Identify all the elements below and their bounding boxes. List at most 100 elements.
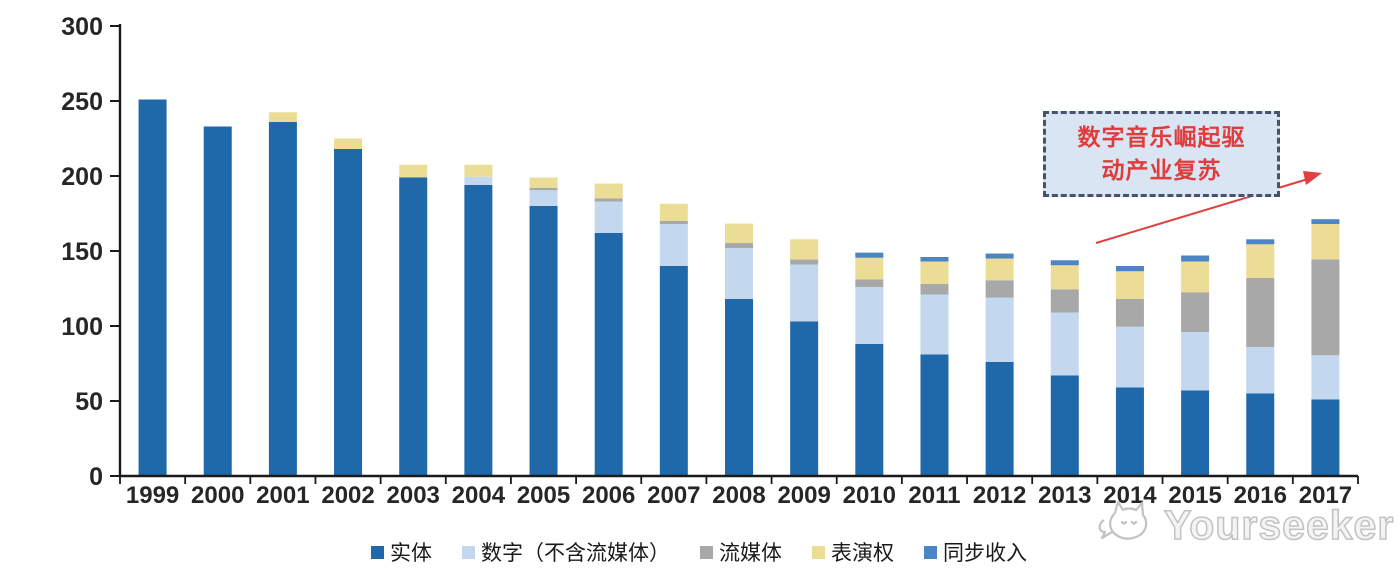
bar-segment: [985, 280, 1014, 298]
bar-segment: [464, 176, 493, 185]
legend-label: 流媒体: [719, 541, 782, 565]
x-tick-label: 2002: [321, 482, 374, 509]
bar-segment: [725, 248, 753, 299]
y-tick-label: 0: [89, 463, 103, 491]
bar-segment: [1181, 292, 1210, 332]
bar-segment: [1050, 265, 1079, 290]
bar-segment: [529, 177, 558, 188]
y-tick-label: 300: [61, 13, 103, 41]
x-tick-label: 2004: [452, 482, 506, 509]
bar-segment: [1115, 387, 1144, 476]
bar-segment: [659, 266, 688, 476]
bar-segment: [855, 287, 884, 344]
bar-segment: [725, 223, 753, 244]
legend-item: 同步收入: [924, 537, 1027, 567]
bar-segment: [529, 188, 558, 191]
bar-segment: [920, 261, 949, 284]
x-tick-label: 2001: [256, 482, 309, 509]
bar-segment: [659, 221, 688, 224]
bar-segment: [855, 252, 884, 258]
legend-swatch: [924, 545, 937, 559]
x-tick-label: 2011: [908, 482, 960, 509]
legend-label: 同步收入: [943, 541, 1027, 565]
x-tick-label: 2003: [387, 482, 440, 509]
bar-segment: [985, 258, 1014, 281]
bar-segment: [790, 259, 819, 265]
y-tick-label: 250: [61, 88, 103, 116]
bar-segment: [334, 138, 363, 149]
bar-segment: [855, 344, 884, 476]
bar-segment: [790, 321, 819, 476]
chart-legend: 实体 数字（不含流媒体） 流媒体 表演权 同步收入: [0, 537, 1398, 567]
bar-segment: [1311, 224, 1340, 260]
bar-segment: [1050, 260, 1079, 266]
bar-segment: [920, 354, 949, 476]
annotation-box: 数字音乐崛起驱 动产业复苏: [1043, 111, 1280, 197]
bar-segment: [1246, 393, 1275, 476]
bar-segment: [1181, 390, 1210, 476]
bar-segment: [985, 253, 1014, 259]
bar-segment: [334, 149, 363, 476]
legend-label: 数字（不含流媒体）: [481, 541, 670, 565]
bar-segment: [1311, 399, 1340, 476]
legend-swatch: [812, 545, 825, 559]
x-tick-label: 2015: [1168, 482, 1221, 509]
x-tick-label: 2016: [1234, 482, 1287, 509]
x-tick-label: 2017: [1299, 482, 1352, 509]
x-tick-label: 1999: [126, 482, 179, 509]
bar-segment: [855, 279, 884, 287]
legend-item: 流媒体: [700, 537, 782, 567]
bar-segment: [1246, 347, 1275, 394]
x-tick-label: 2006: [582, 482, 635, 509]
bar-segment: [985, 297, 1014, 362]
y-tick-label: 100: [61, 313, 103, 341]
bar-segment: [1050, 312, 1079, 376]
x-tick-label: 2014: [1103, 482, 1157, 509]
bar-segment: [203, 126, 232, 476]
bar-segment: [725, 243, 753, 248]
bar-segment: [920, 257, 949, 262]
bar-segment: [1311, 355, 1340, 400]
legend-item: 数字（不含流媒体）: [462, 537, 670, 567]
y-tick-label: 50: [75, 388, 103, 416]
bar-segment: [594, 233, 623, 476]
bar-segment: [594, 201, 623, 233]
bar-segment: [985, 362, 1014, 476]
legend-label: 实体: [390, 541, 432, 565]
x-tick-label: 2008: [712, 482, 765, 509]
bar-segment: [1115, 266, 1144, 272]
legend-item: 实体: [371, 537, 432, 567]
legend-swatch: [462, 545, 475, 559]
bar-segment: [1246, 244, 1275, 278]
y-tick-label: 200: [61, 163, 103, 191]
bar-segment: [1050, 375, 1079, 476]
bar-segment: [1311, 259, 1340, 356]
bar-segment: [268, 122, 297, 476]
bar-segment: [464, 164, 493, 177]
x-tick-label: 2012: [973, 482, 1026, 509]
bar-segment: [920, 294, 949, 355]
callout-arrowhead: [1303, 171, 1322, 185]
x-tick-label: 2010: [843, 482, 896, 509]
bar-segment: [594, 183, 623, 199]
bar-segment: [138, 99, 167, 476]
legend-swatch: [371, 545, 384, 559]
bar-segment: [1246, 239, 1275, 245]
bar-segment: [1181, 255, 1210, 262]
bar-segment: [1115, 326, 1144, 388]
bar-segment: [399, 164, 428, 178]
x-tick-label: 2005: [517, 482, 570, 509]
bar-segment: [725, 299, 753, 476]
bar-segment: [1115, 271, 1144, 299]
bar-segment: [1115, 299, 1144, 327]
legend-label: 表演权: [831, 541, 894, 565]
bar-segment: [659, 203, 688, 221]
annotation-line2: 动产业复苏: [1101, 158, 1222, 183]
bar-segment: [464, 185, 493, 476]
bar-segment: [529, 206, 558, 476]
legend-item: 表演权: [812, 537, 894, 567]
x-tick-label: 2013: [1038, 482, 1091, 509]
bar-segment: [920, 284, 949, 295]
